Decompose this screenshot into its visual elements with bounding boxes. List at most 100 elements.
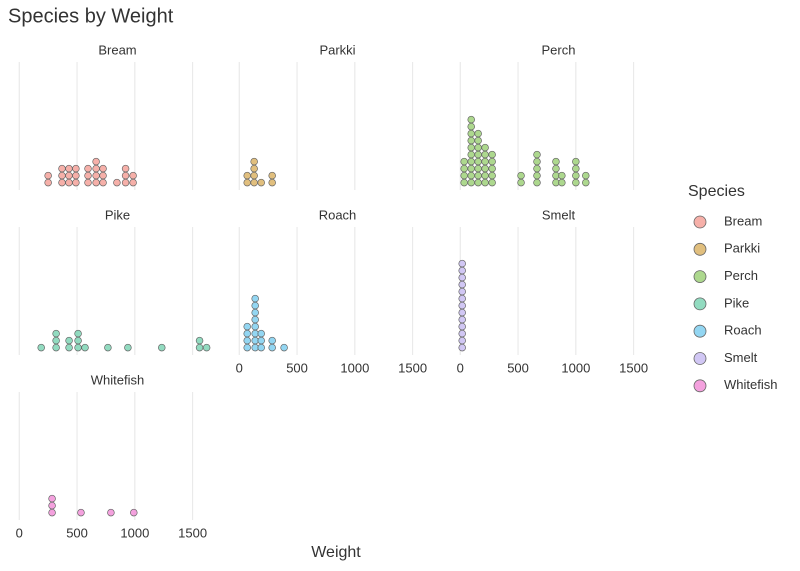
- dot: [460, 164, 468, 173]
- strip-label: Smelt: [542, 207, 576, 222]
- dot: [251, 301, 259, 310]
- dot-stack: [488, 150, 496, 187]
- dot-stack: [104, 343, 112, 352]
- dot: [467, 150, 475, 159]
- dot: [517, 171, 525, 180]
- dot: [572, 178, 580, 187]
- dot: [113, 178, 121, 187]
- dot: [121, 164, 130, 173]
- dot: [460, 178, 468, 187]
- dot: [572, 171, 580, 180]
- dot: [251, 294, 259, 303]
- dot: [481, 171, 489, 180]
- dot: [52, 336, 60, 345]
- dot: [99, 171, 107, 180]
- dot: [488, 164, 496, 173]
- dot-stack: [257, 329, 265, 352]
- dot: [458, 322, 466, 331]
- legend-label: Roach: [724, 323, 762, 338]
- dot: [467, 171, 475, 180]
- legend-title: Species: [688, 183, 745, 200]
- dot: [72, 178, 80, 187]
- dot: [458, 308, 466, 317]
- dot: [572, 157, 580, 166]
- dot: [74, 336, 82, 345]
- dot: [251, 315, 259, 324]
- dot: [582, 178, 590, 187]
- dot-stack: [48, 494, 56, 517]
- dot: [552, 157, 560, 166]
- dot-stack: [99, 164, 107, 187]
- dot: [243, 336, 251, 345]
- dot: [65, 343, 73, 352]
- dot: [460, 157, 468, 166]
- x-axis-label: Weight: [311, 544, 361, 561]
- dot: [488, 178, 496, 187]
- dot: [44, 171, 52, 180]
- dot: [572, 164, 580, 173]
- dot: [243, 343, 251, 352]
- dot-stack: [250, 157, 258, 187]
- legend-swatch: [693, 270, 707, 284]
- dot: [65, 164, 73, 173]
- x-tick-label: 1500: [178, 525, 207, 540]
- dot: [251, 308, 259, 317]
- dot: [92, 164, 100, 173]
- x-tick-label: 0: [457, 360, 464, 375]
- x-tick-label: 1000: [120, 525, 149, 540]
- dot: [92, 157, 100, 166]
- dot-stack: [129, 171, 137, 187]
- dot: [130, 508, 138, 517]
- dot-stack: [280, 343, 288, 352]
- dot: [474, 171, 482, 180]
- dot-stack: [81, 343, 89, 352]
- dot: [52, 329, 60, 338]
- dot: [458, 273, 466, 282]
- dot-stack: [268, 336, 276, 352]
- dot: [474, 129, 482, 138]
- dot: [84, 171, 92, 180]
- dot: [257, 178, 265, 187]
- dot: [481, 157, 489, 166]
- legend-swatch: [693, 215, 707, 229]
- dot-stack: [582, 171, 590, 187]
- dot: [268, 178, 276, 187]
- dot: [72, 171, 80, 180]
- dot-stack: [243, 322, 251, 352]
- x-tick-label: 1000: [561, 360, 590, 375]
- legend-swatch: [693, 352, 707, 365]
- dot: [467, 143, 475, 152]
- dot-stack: [257, 178, 265, 187]
- dot: [92, 178, 100, 187]
- dot: [37, 343, 45, 352]
- dot: [488, 150, 496, 159]
- dot: [582, 171, 590, 180]
- dot: [488, 171, 496, 180]
- dot: [533, 157, 541, 166]
- dot: [251, 322, 259, 331]
- dot: [243, 171, 251, 180]
- legend-label: Bream: [724, 213, 762, 228]
- dot: [84, 178, 92, 187]
- dot: [257, 336, 265, 345]
- dot: [243, 322, 251, 331]
- dot-stack: [52, 329, 60, 352]
- dot: [467, 157, 475, 166]
- x-tick-label: 500: [286, 360, 308, 375]
- dot: [129, 178, 137, 187]
- dot: [99, 178, 107, 187]
- dot-stack: [113, 178, 121, 187]
- dot: [48, 501, 56, 510]
- dot: [467, 129, 475, 138]
- dot: [65, 171, 73, 180]
- x-tick-label: 500: [507, 360, 529, 375]
- dot: [84, 164, 92, 173]
- dot-stack: [467, 115, 475, 187]
- dot-stack: [474, 129, 482, 187]
- dot: [257, 329, 265, 338]
- dot-stack: [72, 164, 80, 187]
- dot: [250, 157, 258, 166]
- dot-stack: [124, 343, 132, 352]
- dot-stack: [158, 343, 166, 352]
- dot: [533, 150, 541, 159]
